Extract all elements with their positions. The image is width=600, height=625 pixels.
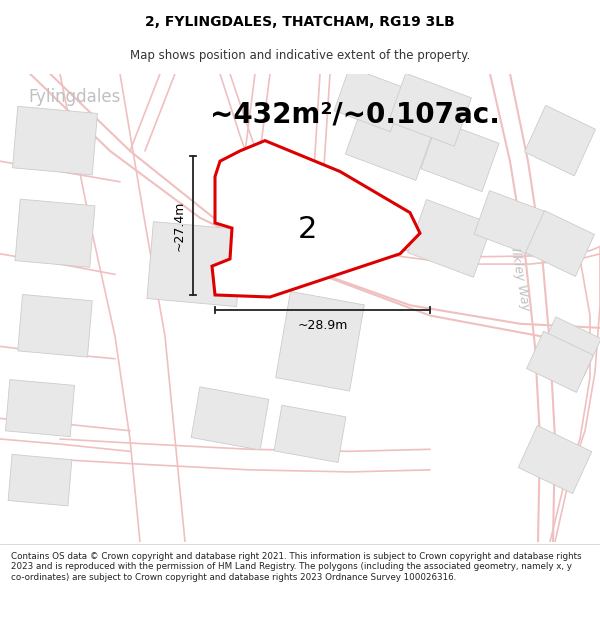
Polygon shape <box>526 211 595 276</box>
Polygon shape <box>389 73 472 146</box>
Polygon shape <box>518 426 592 494</box>
Text: ~28.9m: ~28.9m <box>298 319 347 332</box>
Polygon shape <box>147 222 243 306</box>
Polygon shape <box>191 387 269 450</box>
Text: 2, FYLINGDALES, THATCHAM, RG19 3LB: 2, FYLINGDALES, THATCHAM, RG19 3LB <box>145 15 455 29</box>
Text: ~27.4m: ~27.4m <box>173 201 185 251</box>
Polygon shape <box>15 199 95 268</box>
Text: Map shows position and indicative extent of the property.: Map shows position and indicative extent… <box>130 49 470 62</box>
Polygon shape <box>334 67 406 132</box>
Text: Fylingdales: Fylingdales <box>28 88 121 106</box>
Polygon shape <box>527 331 593 392</box>
Polygon shape <box>212 141 420 297</box>
Polygon shape <box>524 106 595 176</box>
Polygon shape <box>408 199 492 278</box>
Polygon shape <box>8 454 72 506</box>
Polygon shape <box>474 191 546 255</box>
Text: Ilkley Way: Ilkley Way <box>508 247 532 312</box>
Text: 2: 2 <box>298 215 317 244</box>
Polygon shape <box>539 317 600 376</box>
Polygon shape <box>346 101 434 181</box>
Polygon shape <box>5 379 74 437</box>
Polygon shape <box>274 405 346 462</box>
Polygon shape <box>18 294 92 357</box>
Polygon shape <box>421 121 499 192</box>
Text: Fylingdales: Fylingdales <box>290 173 370 211</box>
Text: Contains OS data © Crown copyright and database right 2021. This information is : Contains OS data © Crown copyright and d… <box>11 552 581 582</box>
Text: ~432m²/~0.107ac.: ~432m²/~0.107ac. <box>210 101 500 129</box>
Polygon shape <box>275 291 364 391</box>
Polygon shape <box>13 106 97 175</box>
